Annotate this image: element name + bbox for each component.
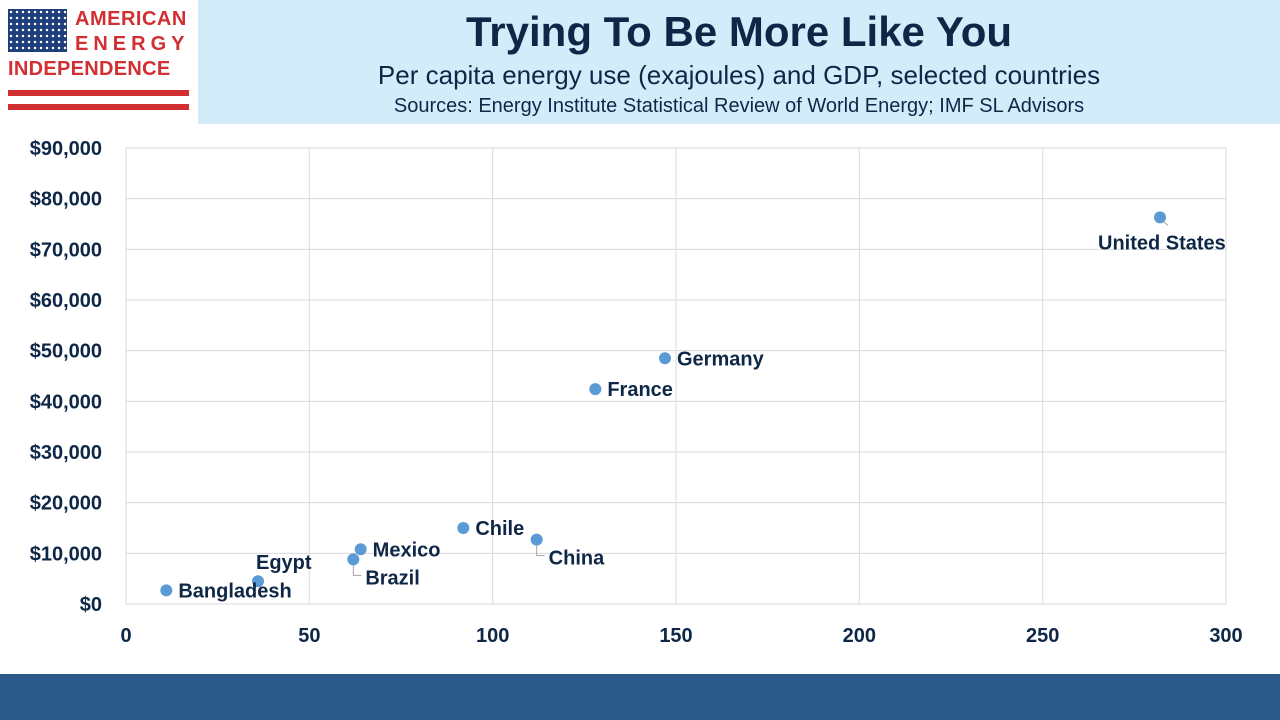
x-tick-label: 50 [298,625,320,647]
y-tick-label: $0 [80,594,102,616]
data-point [252,575,264,588]
label-leader-line [536,545,545,557]
y-tick-label: $10,000 [30,543,102,565]
x-tick-label: 0 [120,625,131,647]
data-point [354,543,367,556]
point-label: France [607,379,673,401]
flag-stars-icon [8,9,67,52]
logo-stripe [8,104,189,110]
header-banner [198,0,1280,124]
data-point [347,553,360,566]
logo-line-american: AMERICAN [75,8,187,30]
y-tick-label: $70,000 [30,239,102,261]
x-tick-label: 100 [476,625,509,647]
x-tick-label: 150 [659,625,692,647]
footer-bar [0,674,1280,720]
logo-stripe [8,90,189,96]
y-tick-label: $50,000 [30,341,102,363]
logo-line-energy: ENERGY [75,33,190,55]
data-point [1154,211,1166,224]
point-label: Egypt [256,552,312,574]
y-tick-label: $80,000 [30,189,102,211]
data-point [589,383,602,396]
y-tick-label: $60,000 [30,290,102,312]
point-label: Germany [677,348,765,370]
sources-note: Sources: Energy Institute Statistical Re… [393,95,1085,117]
y-tick-label: $90,000 [30,138,102,160]
x-tick-label: 300 [1209,625,1242,647]
data-point [530,533,543,546]
x-tick-label: 200 [843,625,876,647]
data-point [457,522,470,534]
point-label: United States [1098,232,1226,254]
y-tick-label: $40,000 [30,391,102,413]
point-label: Brazil [365,567,419,589]
scatter-chart: $0 $10,000 $20,000 $30,000 $40,000 $50,000 $60… [30,138,1243,647]
y-tick-label: $30,000 [30,442,102,464]
point-label: China [549,548,605,570]
page-subtitle: Per capita energy use (exajoules) and GD… [377,60,1101,90]
data-point [659,352,671,365]
x-tick-label: 250 [1026,625,1059,647]
logo: AMERICAN ENERGY INDEPENDENCE [0,0,198,124]
data-point [160,584,173,597]
page-title: Trying To Be More Like You [465,8,1013,55]
label-leader-line [352,565,362,576]
point-label: Bangladesh [178,580,291,602]
logo-line-independence: INDEPENDENCE [8,58,171,80]
point-label: Mexico [373,539,441,561]
y-tick-label: $20,000 [30,493,102,515]
point-label: Chile [475,518,524,540]
